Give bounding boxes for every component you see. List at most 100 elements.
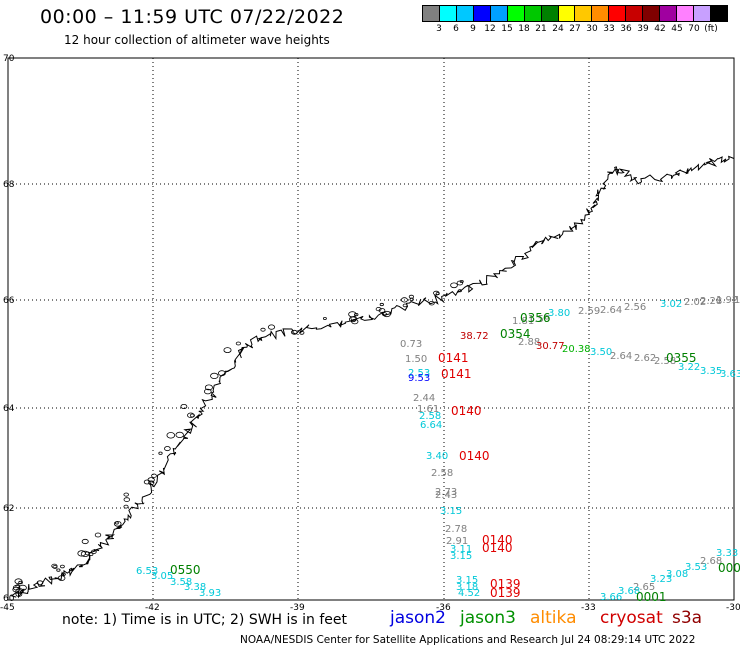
legend-swatch — [592, 6, 610, 21]
wave-height-label: 3.58 — [170, 577, 192, 588]
coastal-island — [290, 329, 298, 335]
legend-label: 6 — [453, 24, 459, 34]
wave-height-label: 0355 — [666, 351, 697, 365]
wave-height-label: 3.50 — [590, 347, 612, 358]
coastal-island — [402, 303, 408, 308]
wave-height-label: 2.73 — [435, 487, 457, 498]
wave-height-label: 3.23 — [650, 574, 672, 585]
coastal-island — [113, 520, 122, 527]
coastal-island — [210, 372, 219, 379]
wave-height-label: 0356 — [520, 311, 551, 325]
wave-height-label: 9.53 — [408, 373, 430, 384]
coastal-island — [18, 580, 23, 585]
legend-label: 39 — [637, 24, 649, 34]
longitude-label: -36 — [436, 603, 451, 613]
satellite-jason3: jason3 — [460, 608, 516, 628]
legend-label: 70 — [688, 24, 700, 34]
wave-height-label: 38.72 — [460, 331, 489, 342]
coastal-island — [379, 302, 384, 307]
coastal-island — [217, 370, 226, 377]
wave-height-label: 3.63 — [720, 369, 740, 380]
legend-swatch — [575, 6, 593, 21]
legend-label: 3 — [436, 24, 442, 34]
legend-label: 15 — [501, 24, 513, 34]
wave-height-label: 1.59 — [528, 314, 550, 325]
wave-height-label: 2.28 — [700, 296, 722, 307]
wave-height-label: 3.05 — [151, 571, 173, 582]
wave-height-label: 2.78 — [445, 524, 467, 535]
coastal-island — [189, 413, 195, 418]
coastal-island — [435, 292, 440, 296]
map-subtitle: 12 hour collection of altimeter wave hei… — [64, 33, 330, 47]
wave-height-label: 0354 — [500, 327, 531, 341]
wave-height-label: 1.61 — [417, 404, 439, 415]
coastal-island — [348, 316, 357, 323]
legend-label: 27 — [569, 24, 581, 34]
wave-height-label: 30.77 — [536, 341, 565, 352]
wave-height-label: 0139 — [490, 577, 521, 591]
legend-swatch — [643, 6, 661, 21]
legend-label: 12 — [484, 24, 496, 34]
satellite-jason2: jason2 — [390, 608, 446, 628]
legend-swatch — [541, 6, 559, 21]
wave-height-label: 0140 — [482, 533, 513, 547]
coastal-island — [123, 497, 130, 502]
legend-label: 24 — [552, 24, 564, 34]
coastal-island — [175, 431, 184, 438]
wave-height-label: 0140 — [451, 404, 482, 418]
coastal-island — [408, 294, 414, 299]
wave-height-label: 0001 — [636, 590, 667, 604]
wave-height-label: 2.53 — [408, 368, 430, 379]
latitude-label: 68 — [3, 180, 15, 190]
legend-label: (ft) — [704, 24, 718, 34]
wave-height-label: 4.52 — [458, 588, 480, 599]
coastal-island — [459, 279, 464, 283]
wave-height-label: 0139 — [490, 586, 521, 600]
coastal-island — [382, 310, 391, 318]
wave-height-label: 3.40 — [426, 451, 448, 462]
wave-height-label: 6.53 — [136, 566, 158, 577]
wave-height-color-legend: 3 6 9 12 15 18 21 24 27 30 33 36 39 42 45 70 (ft) — [422, 5, 728, 35]
coastal-island — [151, 473, 157, 478]
coastal-island — [450, 282, 458, 289]
wave-height-label: 2.43 — [435, 490, 457, 501]
wave-height-label: 3.15 — [456, 575, 478, 586]
legend-labels: 3 6 9 12 15 18 21 24 27 30 33 36 39 42 45 70 (ft) — [422, 24, 728, 36]
map-title: 00:00 – 11:59 UTC 07/22/2022 — [40, 6, 345, 28]
wave-height-label: 2.65 — [633, 582, 655, 593]
satellite-s3a: s3a — [672, 608, 703, 628]
legend-swatch — [507, 6, 525, 21]
coastal-island — [223, 347, 232, 354]
axis-labels: 70 68 66 64 62 60-45 -42 -39 -36 -33 -30 — [0, 54, 740, 613]
wave-height-label: 2.56 — [624, 302, 646, 313]
wave-height-label: 2.58 — [431, 468, 453, 479]
coastal-island — [350, 316, 357, 321]
coastal-island — [123, 504, 129, 509]
wave-height-label: 2.68 — [700, 556, 722, 567]
latitude-label: 60 — [3, 594, 15, 604]
legend-label: 42 — [654, 24, 666, 34]
legend-swatch — [439, 6, 457, 21]
coastal-island — [322, 316, 327, 320]
latitude-label: 62 — [3, 504, 14, 514]
footer-credit: NOAA/NESDIS Center for Satellite Applica… — [240, 634, 696, 646]
coastal-island — [158, 451, 163, 455]
coastal-island — [204, 388, 212, 395]
legend-label: 18 — [518, 24, 530, 34]
legend-label: 33 — [603, 24, 615, 34]
coastal-island — [428, 301, 435, 306]
longitude-label: -33 — [581, 603, 596, 613]
coastal-island — [52, 565, 58, 569]
wave-height-label: 3.15 — [440, 506, 462, 517]
coastal-island — [123, 492, 129, 497]
legend-swatch — [694, 6, 711, 21]
wave-height-label: 2.64 — [610, 351, 632, 362]
coastal-island — [148, 480, 155, 486]
wave-height-label: 0550 — [170, 563, 201, 577]
legend-swatch — [609, 6, 627, 21]
legend-label: 45 — [671, 24, 683, 34]
wave-height-label: 20.38 — [562, 344, 591, 355]
wave-height-label: 2.62 — [634, 353, 656, 364]
coastal-island — [85, 551, 91, 556]
wave-height-label: 3.68 — [618, 586, 640, 597]
